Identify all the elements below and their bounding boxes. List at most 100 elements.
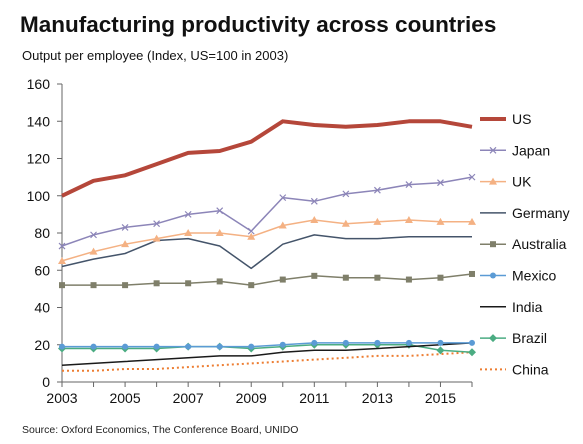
legend-label-australia: Australia (512, 236, 567, 252)
data-point-mexico (405, 339, 412, 346)
data-point-mexico (185, 343, 192, 350)
data-point-uk (121, 240, 130, 248)
data-point-australia (469, 270, 475, 277)
chart-subtitle: Output per employee (Index, US=100 in 20… (22, 48, 289, 63)
legend-item-mexico: Mexico (480, 268, 557, 284)
legend: US Japan UK Germany Australia Mexico India Braz… (480, 111, 570, 377)
data-point-mexico (216, 343, 223, 350)
y-tick-label: 80 (34, 225, 50, 241)
legend-label-china: China (512, 361, 549, 377)
y-tick-label: 160 (27, 76, 51, 92)
data-point-mexico (59, 343, 65, 350)
legend-item-china: China (480, 361, 549, 377)
series-australia (59, 270, 475, 289)
data-point-japan (373, 186, 381, 194)
y-tick-label: 140 (27, 113, 51, 129)
legend-label-germany: Germany (512, 205, 570, 221)
data-point-mexico (437, 339, 444, 346)
data-point-japan (310, 197, 318, 205)
data-point-brazil (436, 346, 445, 355)
legend-label-mexico: Mexico (512, 268, 557, 284)
data-point-uk (215, 229, 224, 236)
x-tick-label: 2015 (425, 390, 456, 406)
legend-label-uk: UK (512, 174, 532, 190)
data-point-mexico (153, 343, 160, 350)
data-point-australia (279, 276, 286, 283)
legend-marker-australia (490, 241, 496, 248)
series-line-australia (62, 273, 473, 286)
legend-label-brazil: Brazil (512, 330, 547, 346)
y-tick-label: 100 (27, 188, 51, 204)
x-tick-label: 2003 (46, 390, 77, 406)
legend-item-germany: Germany (480, 205, 570, 221)
data-point-uk (341, 219, 350, 227)
series-line-japan (61, 176, 473, 247)
data-point-australia (153, 280, 160, 287)
data-point-mexico (311, 339, 318, 346)
data-point-uk (152, 234, 161, 242)
data-point-australia (216, 278, 223, 285)
data-point-japan (468, 173, 476, 181)
data-point-japan (342, 190, 350, 198)
y-tick-label: 120 (27, 151, 51, 167)
data-point-australia (59, 282, 65, 289)
legend-item-us: US (480, 111, 531, 127)
x-tick-label: 2005 (109, 390, 140, 406)
legend-item-australia: Australia (480, 236, 567, 252)
data-point-australia (405, 276, 412, 283)
series-line-brazil (62, 344, 473, 353)
data-point-australia (90, 282, 97, 289)
legend-marker-brazil (489, 334, 497, 343)
x-tick-label: 2009 (236, 390, 267, 406)
source-note: Source: Oxford Economics, The Conference… (22, 424, 299, 436)
data-point-uk (310, 215, 319, 223)
data-point-japan (279, 194, 287, 202)
series-layer (58, 119, 476, 372)
series-line-india (61, 342, 473, 366)
data-point-australia (122, 282, 129, 289)
data-point-mexico (469, 339, 475, 346)
series-germany (61, 234, 472, 270)
data-point-mexico (122, 343, 129, 350)
series-india (61, 342, 473, 366)
data-point-uk (436, 217, 445, 225)
data-point-japan (437, 179, 444, 187)
y-tick-label: 20 (34, 337, 50, 353)
data-point-brazil (468, 348, 476, 357)
series-line-mexico (62, 342, 472, 348)
x-tick-label: 2007 (173, 390, 204, 406)
data-point-mexico (342, 339, 349, 346)
legend-label-japan: Japan (512, 142, 550, 158)
page-title: Manufacturing productivity across countr… (20, 12, 497, 37)
legend-item-japan: Japan (480, 142, 550, 158)
y-tick-label: 40 (34, 300, 50, 316)
legend-item-india: India (480, 299, 543, 315)
series-line-germany (61, 234, 472, 270)
series-uk (58, 215, 476, 264)
series-japan (58, 173, 476, 250)
data-point-uk (58, 256, 66, 264)
data-point-uk (184, 229, 193, 236)
data-point-australia (311, 272, 318, 279)
data-point-mexico (374, 339, 381, 346)
data-point-japan (184, 210, 192, 218)
x-tick-label: 2011 (299, 390, 329, 406)
series-mexico (59, 339, 475, 350)
data-point-mexico (248, 343, 255, 350)
data-point-uk (89, 247, 98, 255)
legend-marker-uk (489, 177, 497, 185)
legend-label-india: India (512, 299, 543, 315)
series-line-uk (61, 219, 472, 262)
data-point-mexico (279, 341, 286, 348)
data-point-japan (153, 220, 161, 228)
legend-item-brazil: Brazil (480, 330, 547, 346)
series-line-china (62, 351, 473, 372)
data-point-uk (468, 217, 476, 225)
data-point-australia (374, 274, 381, 281)
data-point-australia (248, 282, 255, 289)
axes: 0 20 40 60 80 100 120 140 160 2003 2005 2007 2009 201… (27, 76, 473, 406)
series-line-us (61, 119, 473, 198)
y-tick-label: 0 (42, 374, 50, 390)
data-point-japan (405, 181, 413, 188)
